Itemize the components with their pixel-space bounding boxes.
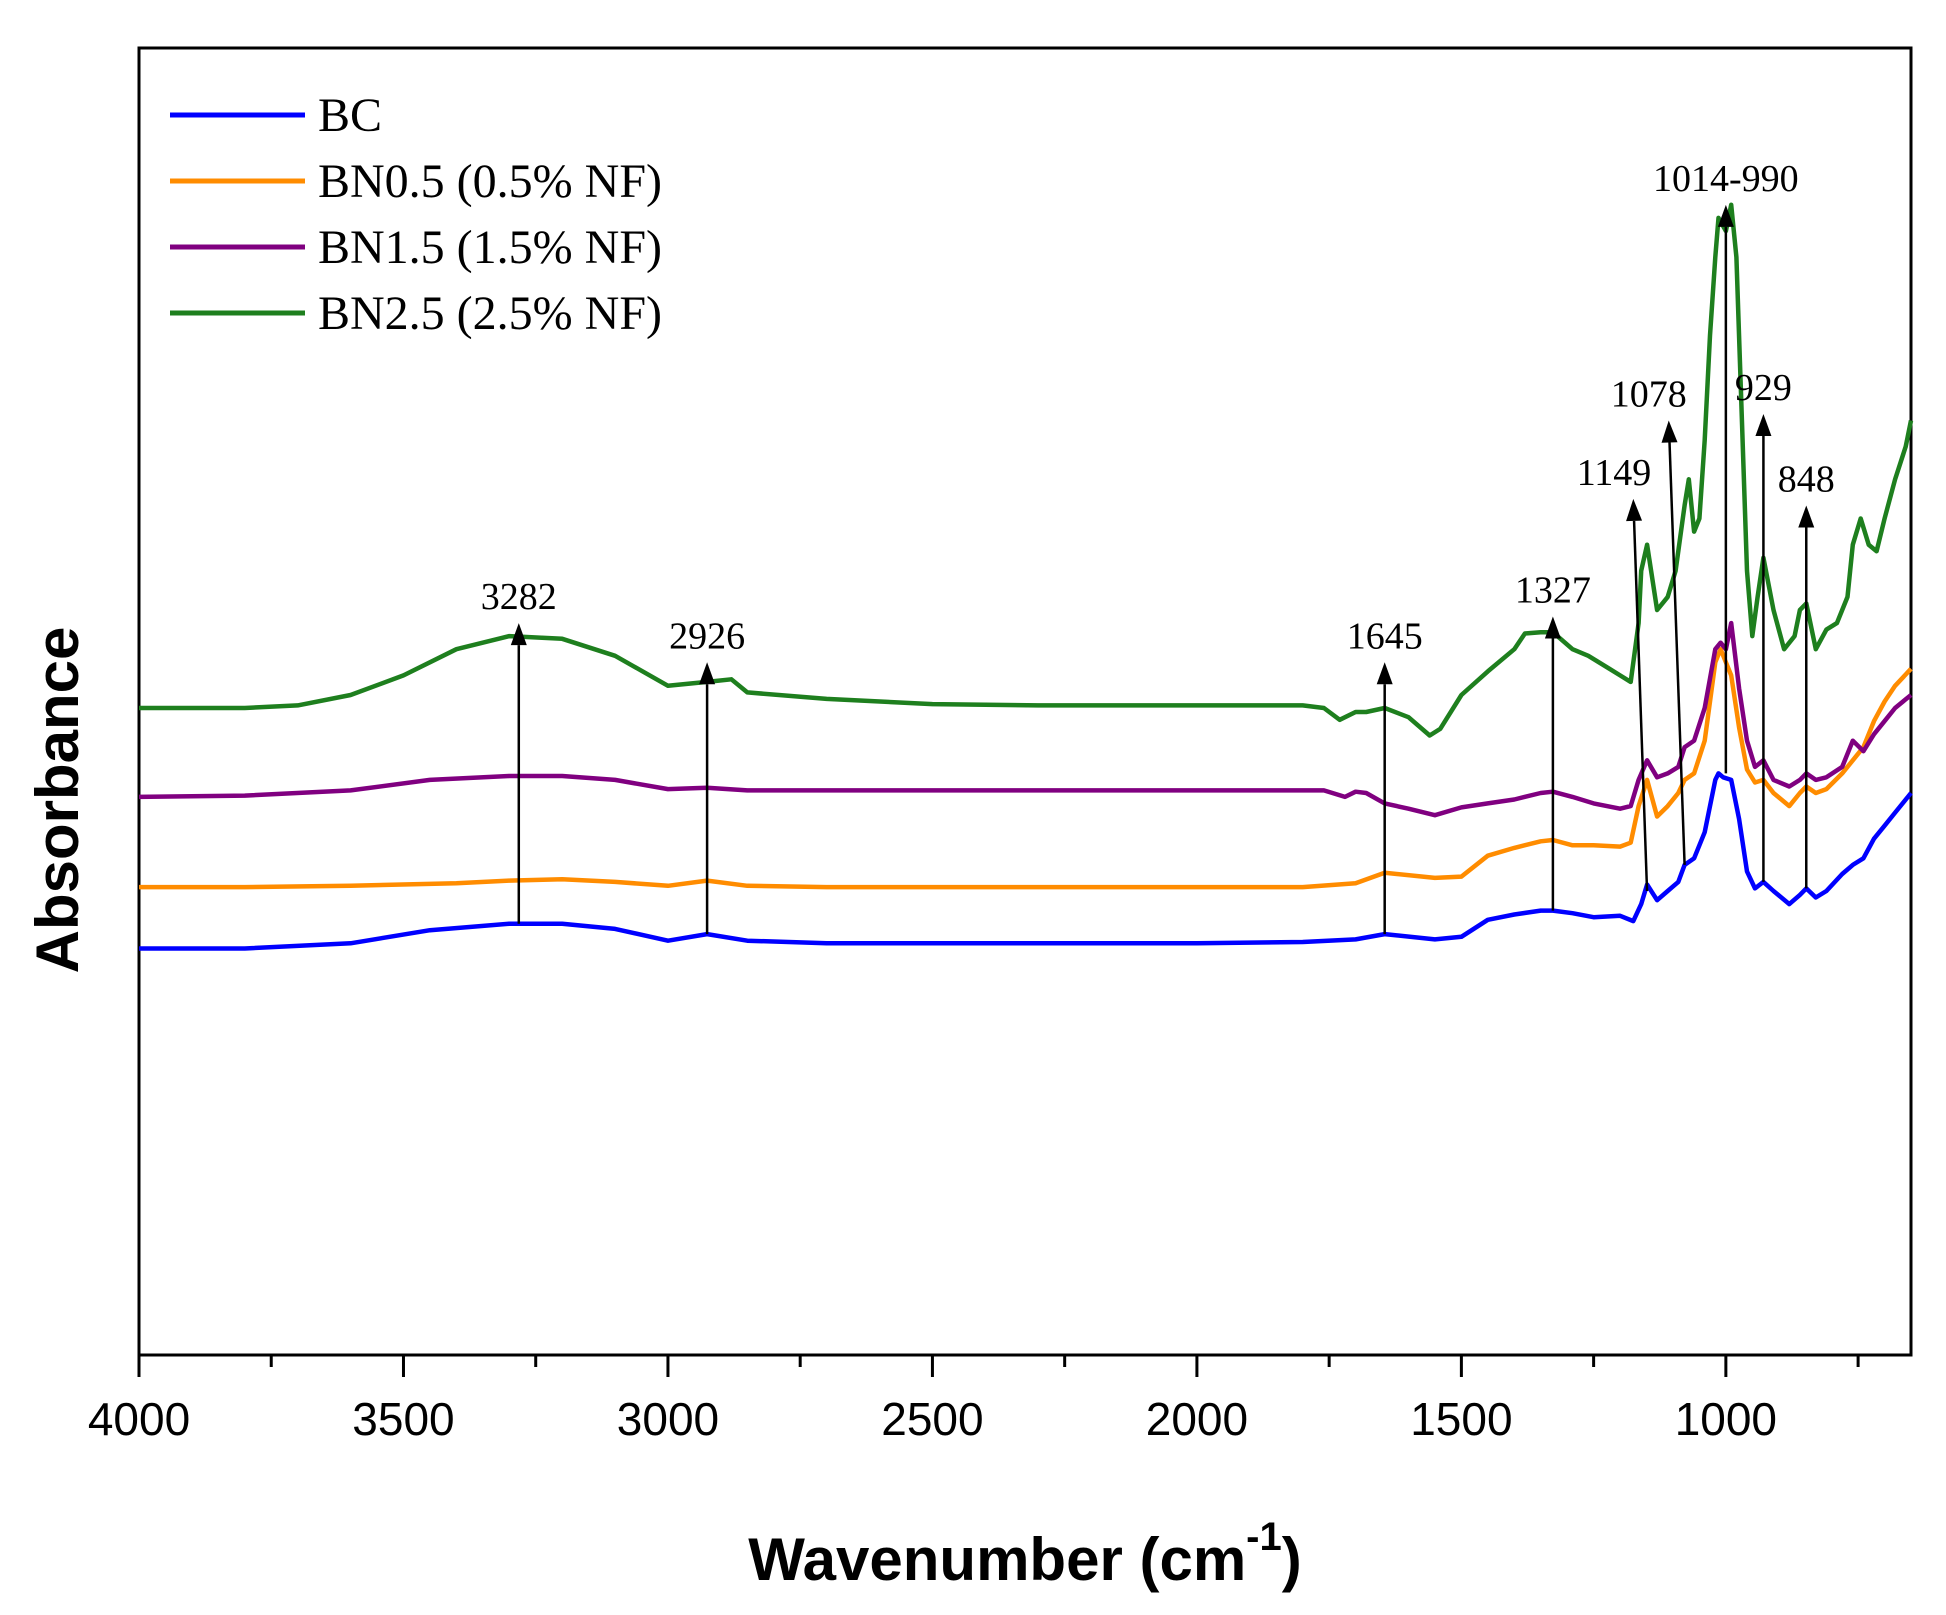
legend-label: BC [318,89,382,142]
annotation-arrowhead [1717,204,1734,227]
annotation-label: 1014-990 [1653,158,1799,200]
annotation-label: 1645 [1347,615,1423,657]
legend-label: BN0.5 (0.5% NF) [318,155,662,208]
annotation-label: 1327 [1515,570,1591,612]
annotation-label: 1078 [1611,373,1687,415]
x-tick-label: 2500 [881,1393,983,1445]
annotation-arrowhead [1626,498,1643,522]
legend: BC BN0.5 (0.5% NF) BN1.5 (1.5% NF) BN2.5 (2… [170,89,662,340]
annotation-arrow-line [1668,442,1686,865]
annotation-layer: 3282 2926 1645 1327 1149 1078 1014-990 929 848 [481,158,1835,935]
plot-frame [137,46,1913,1357]
annotation-arrowhead [1798,505,1815,528]
annotation-arrowhead [1661,420,1678,443]
annotation-arrowhead [1755,413,1772,436]
x-tick-label: 3500 [352,1393,454,1445]
x-axis-title-main: Wavenumber (cm [748,1526,1246,1593]
annotation-arrowhead [1376,662,1393,685]
x-tick-label: 3000 [617,1393,719,1445]
annotation-label: 1149 [1577,452,1652,494]
x-tick-label: 1500 [1410,1393,1512,1445]
x-axis-title: Wavenumber (cm-1) [748,1515,1301,1593]
x-tick-label: 1000 [1675,1393,1777,1445]
x-axis-title-close: ) [1282,1526,1302,1593]
annotation-arrowhead [510,623,527,646]
legend-label: BN2.5 (2.5% NF) [318,287,662,340]
annotation-label: 848 [1778,458,1835,500]
annotation-arrowhead [699,662,716,685]
x-tick-label: 4000 [88,1393,190,1445]
annotation-arrowhead [1544,616,1561,639]
annotation-label: 929 [1735,367,1792,409]
x-axis-title-superscript: -1 [1246,1515,1282,1559]
annotation-label: 3282 [481,576,557,618]
x-tick-label: 2000 [1146,1393,1248,1445]
annotation-label: 2926 [669,615,745,657]
y-axis-title: Absorbance [24,627,91,974]
annotation-arrow-line [1632,520,1649,892]
series-line-2 [138,620,1913,818]
legend-label: BN1.5 (1.5% NF) [318,221,662,274]
x-axis-ticks: 4000 3500 3000 2500 2000 1500 1000 [88,1355,1860,1445]
